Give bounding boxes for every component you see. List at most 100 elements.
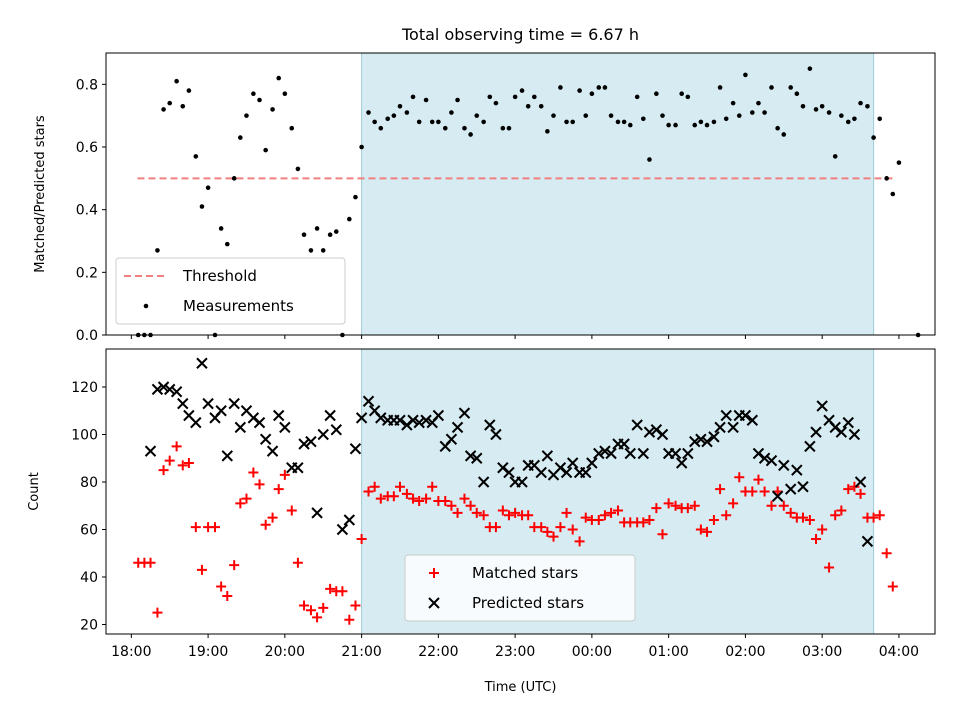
measurement-point [385,116,391,122]
matched-star-point [452,507,463,518]
predicted-star-point [266,445,279,457]
measurement-point [756,100,761,106]
predicted-star-point [784,483,797,495]
measurement-point [251,91,256,97]
matched-star-point [612,505,623,516]
matched-star-point [325,583,336,594]
measurement-point [455,97,460,103]
matched-star-point [670,500,681,511]
predicted-star-point [292,462,304,474]
measurement-point [826,110,832,115]
matched-star-point [490,522,501,533]
ratio-y-ticks: 0.0 0.2 0.4 0.6 0.8 [76,77,106,344]
measurement-point [493,100,499,106]
matched-star-point [753,474,764,485]
matched-star-point [145,557,156,568]
matched-star-point [580,512,591,523]
measurement-point [641,116,646,122]
measurement-point [615,119,621,125]
predicted-star-point [720,409,732,422]
matched-star-point [510,507,521,518]
predicted-star-point [177,397,189,410]
measurement-point [762,110,767,115]
predicted-star-point [471,452,483,464]
predicted-star-point [349,443,362,455]
matched-star-point [548,531,559,542]
predicted-star-point [624,447,636,460]
matched-star-point [196,564,207,575]
matched-star-point [216,581,227,592]
legend-predicted-label: Predicted stars [472,594,584,612]
predicted-star-point [273,409,285,422]
matched-star-point [644,515,655,525]
predicted-star-point [432,409,445,422]
measurement-point [538,103,544,109]
measurement-point [487,94,493,100]
predicted-star-point [221,450,233,462]
measurement-point [481,119,486,125]
predicted-star-point [778,459,790,472]
measurement-point [205,185,211,191]
predicted-star-point [771,490,784,502]
x-tick-label: 03:00 [802,644,842,660]
predicted-star-point [202,397,214,410]
measurement-point [429,119,435,125]
predicted-star-point [477,476,490,488]
predicted-star-point [689,435,701,448]
measurement-point [723,116,729,122]
matched-star-point [874,510,885,521]
matched-star-point [241,493,252,504]
matched-star-point [849,481,860,492]
measurement-points [135,66,921,338]
predicted-star-point [580,466,592,479]
predicted-star-point [816,400,828,412]
matched-star-point [772,486,783,497]
predicted-star-point [765,454,778,467]
y-tick-label: 0.8 [76,77,98,93]
matched-star-point [657,529,668,540]
predicted-star-point [758,452,771,464]
matched-star-point [299,600,310,611]
measurement-point [174,78,179,84]
measurement-point [845,119,851,125]
predicted-star-point [797,481,809,493]
x-tick-label: 00:00 [572,644,612,660]
matched-star-point [248,467,259,478]
matched-star-point [567,524,578,535]
measurement-point [717,85,723,90]
matched-star-point [171,441,182,452]
measurement-point [244,113,249,118]
matched-star-point [267,512,278,523]
matched-star-point [843,484,854,495]
matched-star-point [651,503,662,514]
predicted-star-point [631,419,643,431]
measurement-point [634,94,640,100]
y-tick-label: 20 [80,618,98,634]
matched-star-point [279,469,290,480]
measurement-point [238,135,243,140]
predicted-star-point [854,476,867,488]
predicted-star-point [330,424,342,436]
count-y-axis-label: Count [27,472,42,511]
matched-star-point [497,505,508,516]
measurement-point [602,85,608,90]
measurement-point [391,113,397,118]
predicted-star-point [343,514,356,526]
measurement-point [750,110,755,115]
matched-star-point [421,493,432,504]
ratio-axes-frame [105,52,936,336]
predicted-star-point [490,428,502,441]
measurement-point [519,88,525,93]
measurement-point [532,94,537,100]
matched-star-point [350,600,361,611]
predicted-star-point [279,421,291,434]
measurement-point [423,97,429,103]
measurement-point [199,204,205,209]
matched-star-point [734,472,745,483]
matched-star-point [503,510,514,521]
legend-measurements-swatch [143,303,149,309]
matched-star-point [593,515,604,525]
matched-star-point [235,498,246,509]
matched-star-point [542,526,553,537]
matched-star-point [401,488,412,499]
